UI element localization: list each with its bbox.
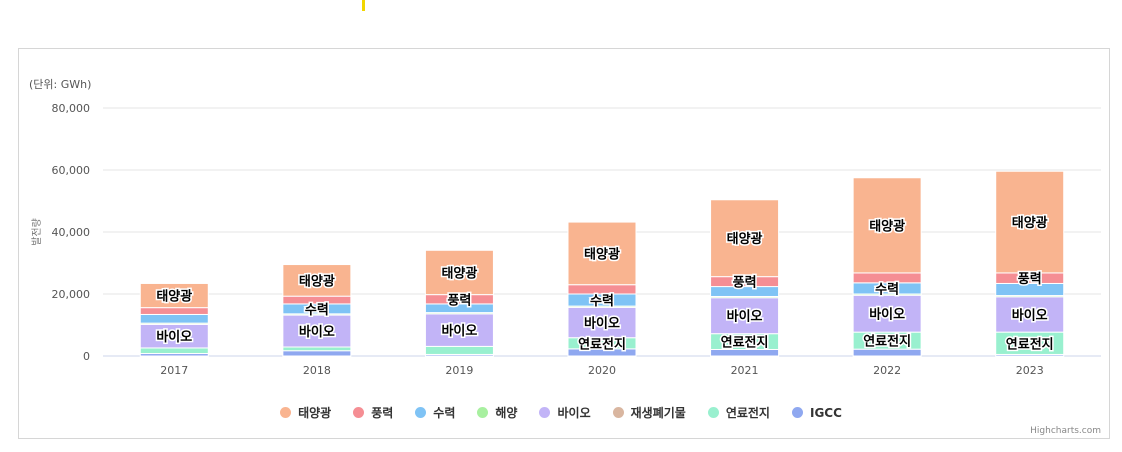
x-tick-label: 2019: [445, 364, 473, 377]
bar-segment: [282, 350, 352, 357]
y-tick-label: 20,000: [52, 288, 91, 301]
bar-segment: [282, 346, 352, 352]
legend-item[interactable]: 해양: [477, 404, 517, 421]
legend-marker: [477, 407, 489, 418]
y-tick-label: 60,000: [52, 164, 91, 177]
data-label: 수력: [875, 282, 899, 297]
bar-segment: [995, 170, 1065, 274]
bar-segment: [567, 221, 637, 286]
y-tick-label: 0: [83, 350, 90, 363]
y-tick-label: 40,000: [52, 226, 91, 239]
data-label: 연료전지: [578, 336, 626, 352]
data-label: 바이오: [584, 316, 620, 332]
legend-marker: [353, 407, 365, 418]
chart-legend: 태양광 풍력 수력 해양 바이오 재생폐기물 연료전지 IGCC: [0, 404, 1122, 421]
data-label: 풍력: [447, 293, 471, 308]
data-label: 바이오: [869, 307, 905, 323]
legend-item[interactable]: 바이오: [539, 404, 591, 421]
bar-segment: [567, 306, 637, 339]
bar-segment: [424, 345, 494, 355]
x-tick-label: 2023: [1016, 364, 1044, 377]
x-tick-label: 2018: [303, 364, 331, 377]
data-label: 풍력: [733, 276, 757, 291]
data-label: 태양광: [441, 266, 477, 281]
legend-label: 재생폐기물: [630, 406, 686, 420]
data-label: 태양광: [299, 274, 335, 289]
x-tick-label: 2022: [873, 364, 901, 377]
yellow-marker: [362, 0, 365, 11]
data-label: 태양광: [727, 232, 763, 247]
legend-item[interactable]: 재생폐기물: [612, 404, 686, 421]
data-label: 바이오: [727, 309, 763, 325]
legend-item[interactable]: IGCC: [791, 405, 842, 420]
data-label: 바이오: [1012, 307, 1048, 323]
x-tick-label: 2020: [588, 364, 616, 377]
legend-label: 해양: [495, 406, 518, 420]
bar-segment: [424, 249, 494, 296]
data-label: 바이오: [299, 324, 335, 340]
legend-label: 연료전지: [725, 406, 770, 420]
legend-label: 바이오: [557, 406, 591, 420]
legend-marker: [612, 407, 624, 418]
bar-segment: [710, 199, 780, 278]
y-axis-title: 발전량: [31, 218, 43, 246]
x-tick-label: 2021: [731, 364, 759, 377]
unit-label: (단위: GWh): [29, 78, 92, 91]
data-label: 태양광: [156, 290, 192, 305]
data-label: 태양광: [584, 247, 620, 262]
bar-segment: [282, 314, 352, 348]
data-label: 수력: [305, 303, 329, 318]
legend-label: 수력: [433, 406, 456, 420]
legend-label: 태양광: [298, 406, 332, 420]
y-tick-label: 80,000: [52, 102, 91, 115]
data-label: 태양광: [1012, 216, 1048, 231]
data-label: 연료전지: [721, 335, 769, 351]
bar-segment: [139, 307, 209, 315]
legend-label: 풍력: [371, 406, 394, 420]
bar-segment: [139, 347, 209, 355]
data-label: 태양광: [869, 219, 905, 234]
data-label: 연료전지: [1006, 336, 1054, 352]
data-label: 풍력: [1018, 272, 1042, 287]
bar-segment: [852, 294, 922, 333]
data-label: 바이오: [441, 323, 477, 339]
legend-marker: [707, 407, 719, 418]
legend-item[interactable]: 연료전지: [707, 404, 770, 421]
legend-item[interactable]: 수력: [415, 404, 455, 421]
legend-item[interactable]: 풍력: [353, 404, 393, 421]
bar-segment: [567, 284, 637, 295]
bar-segment: [282, 264, 352, 297]
bar-segment: [139, 282, 209, 309]
legend-marker: [280, 407, 292, 418]
data-label: 수력: [590, 294, 614, 309]
x-tick-label: 2017: [160, 364, 188, 377]
bar-segment: [710, 297, 780, 335]
legend-marker: [415, 407, 427, 418]
legend-marker: [791, 407, 803, 418]
chart-frame: [18, 48, 1110, 439]
legend-marker: [539, 407, 551, 418]
data-label: 바이오: [156, 329, 192, 345]
bar-segment: [852, 177, 922, 274]
bar-segment: [139, 313, 209, 324]
bar-segment: [852, 272, 922, 284]
legend-label: IGCC: [809, 405, 842, 420]
bar-segment: [852, 348, 922, 357]
data-label: 연료전지: [863, 334, 911, 350]
legend-item[interactable]: 태양광: [280, 404, 331, 421]
highcharts-credit[interactable]: Highcharts.com: [1030, 426, 1101, 436]
bar-segment: [424, 313, 494, 347]
